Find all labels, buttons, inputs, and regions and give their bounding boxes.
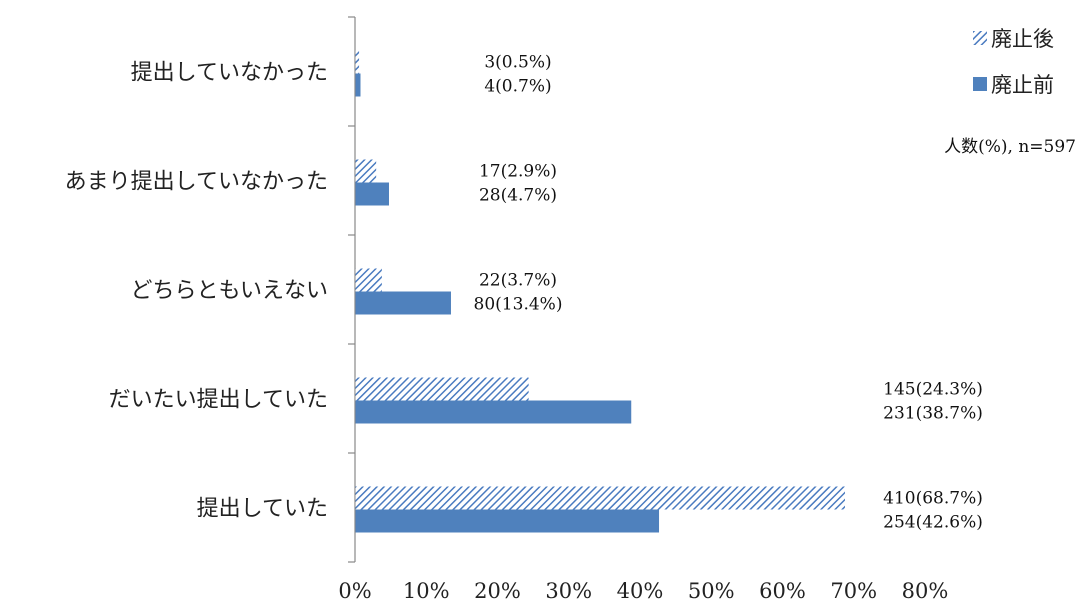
data-label-before: 254(42.6%) bbox=[883, 513, 983, 533]
category-label: あまり提出していなかった bbox=[65, 170, 328, 195]
bar-before bbox=[355, 182, 389, 206]
x-tick-label: 30% bbox=[545, 579, 592, 603]
bar-before bbox=[355, 509, 660, 533]
category-label: だいたい提出していた bbox=[109, 388, 328, 413]
data-label-after: 3(0.5%) bbox=[484, 53, 551, 73]
bar-after bbox=[355, 486, 845, 510]
x-tick-label: 70% bbox=[830, 579, 877, 603]
data-label-before: 4(0.7%) bbox=[484, 77, 551, 97]
axes: 0% 10% 20% 30% 40% 50% 60% 70% 80% bbox=[338, 16, 949, 603]
category-label: 提出していた bbox=[197, 497, 328, 522]
bar-after bbox=[355, 50, 360, 74]
bar-after bbox=[355, 377, 529, 401]
x-tick-label: 50% bbox=[688, 579, 735, 603]
data-label-after: 410(68.7%) bbox=[883, 489, 983, 509]
x-tick-label: 10% bbox=[403, 579, 450, 603]
data-label-before: 231(38.7%) bbox=[883, 404, 983, 424]
legend-label-after: 廃止後 bbox=[991, 27, 1054, 51]
data-label-after: 22(3.7%) bbox=[479, 271, 557, 291]
sample-size-note: 人数(%), n=597 bbox=[944, 137, 1076, 157]
x-tick-label: 40% bbox=[617, 579, 664, 603]
data-label-before: 80(13.4%) bbox=[474, 295, 563, 315]
bar-before bbox=[355, 291, 451, 315]
bar-after bbox=[355, 159, 377, 183]
data-label-after: 17(2.9%) bbox=[479, 162, 557, 182]
bar-before bbox=[355, 73, 361, 97]
data-label-after: 145(24.3%) bbox=[883, 380, 983, 400]
bar-after bbox=[355, 268, 382, 292]
legend-label-before: 廃止前 bbox=[991, 73, 1054, 97]
data-label-before: 28(4.7%) bbox=[479, 186, 557, 206]
x-tick-label: 0% bbox=[338, 579, 371, 603]
bar-before bbox=[355, 400, 632, 424]
x-tick-label: 80% bbox=[902, 579, 949, 603]
x-tick-label: 60% bbox=[759, 579, 806, 603]
labels: 提出していなかった 3(0.5%) 4(0.7%) あまり提出していなかった 17(2.… bbox=[65, 53, 983, 533]
legend-swatch-after bbox=[973, 31, 987, 45]
x-tick-label: 20% bbox=[474, 579, 521, 603]
category-label: どちらともいえない bbox=[130, 279, 328, 304]
bars bbox=[355, 50, 845, 533]
legend-swatch-before bbox=[973, 77, 987, 91]
category-label: 提出していなかった bbox=[131, 61, 328, 86]
